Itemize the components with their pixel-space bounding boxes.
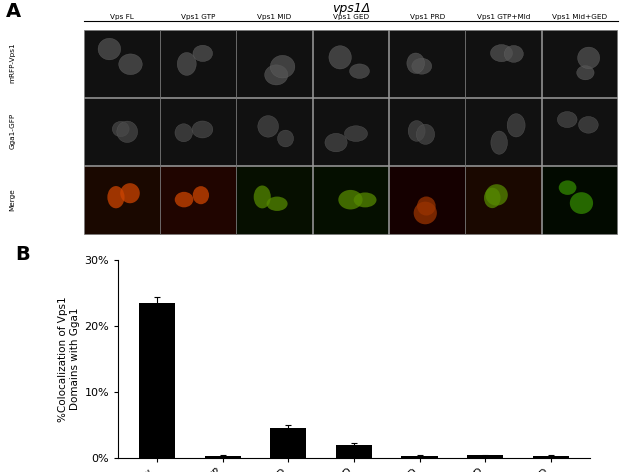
Ellipse shape (416, 124, 435, 144)
Ellipse shape (577, 66, 594, 80)
Text: Vps1 GTP+Mld: Vps1 GTP+Mld (477, 14, 530, 20)
Ellipse shape (507, 114, 525, 137)
Y-axis label: %Colocalization of Vps1
Domains with Gga1: %Colocalization of Vps1 Domains with Gga… (58, 296, 80, 421)
Text: Vps1 MID: Vps1 MID (258, 14, 292, 20)
Ellipse shape (408, 120, 425, 141)
Bar (389, 29, 465, 97)
Ellipse shape (579, 117, 598, 133)
Text: Gga1-GFP: Gga1-GFP (9, 113, 16, 149)
Ellipse shape (504, 45, 524, 62)
Text: Vps1 Mid+GED: Vps1 Mid+GED (552, 14, 607, 20)
Bar (533, 456, 569, 458)
Ellipse shape (254, 185, 271, 208)
Bar (313, 29, 388, 97)
Bar (313, 167, 388, 234)
Ellipse shape (417, 196, 436, 216)
Ellipse shape (192, 121, 213, 138)
Bar (542, 167, 617, 234)
Bar (336, 445, 372, 458)
Bar (313, 98, 388, 165)
Ellipse shape (120, 183, 140, 203)
Ellipse shape (112, 121, 129, 137)
Ellipse shape (325, 133, 347, 152)
Ellipse shape (354, 193, 376, 207)
Bar (237, 167, 312, 234)
Text: vps1Δ: vps1Δ (332, 2, 370, 16)
Bar (542, 98, 617, 165)
Bar (237, 98, 312, 165)
Bar (542, 29, 617, 97)
Ellipse shape (177, 52, 196, 76)
Ellipse shape (258, 116, 279, 137)
Bar (160, 98, 236, 165)
Text: mRFP-Vps1: mRFP-Vps1 (9, 42, 16, 83)
Ellipse shape (559, 180, 576, 195)
Ellipse shape (414, 202, 437, 224)
Ellipse shape (278, 130, 294, 147)
Ellipse shape (578, 47, 600, 68)
Ellipse shape (345, 126, 368, 142)
Ellipse shape (270, 55, 295, 78)
Bar (84, 167, 160, 234)
Bar (465, 167, 541, 234)
Bar (402, 456, 438, 458)
Bar (160, 167, 236, 234)
Bar (465, 29, 541, 97)
Text: Vps1 PRD: Vps1 PRD (409, 14, 445, 20)
Ellipse shape (193, 45, 212, 61)
Bar (467, 455, 503, 458)
Ellipse shape (491, 131, 507, 154)
Text: B: B (16, 245, 30, 264)
Bar (84, 98, 160, 165)
Bar (160, 29, 236, 97)
Ellipse shape (407, 53, 425, 74)
Ellipse shape (193, 186, 209, 204)
Ellipse shape (107, 186, 125, 208)
Ellipse shape (119, 54, 142, 75)
Ellipse shape (265, 65, 288, 85)
Ellipse shape (570, 192, 593, 214)
Bar (389, 98, 465, 165)
Bar (84, 29, 160, 97)
Bar (465, 98, 541, 165)
Text: Vps1 GED: Vps1 GED (333, 14, 369, 20)
Ellipse shape (329, 46, 351, 69)
Bar (389, 167, 465, 234)
Ellipse shape (491, 44, 512, 62)
Ellipse shape (266, 196, 288, 211)
Ellipse shape (338, 190, 363, 210)
Bar (270, 428, 306, 458)
Ellipse shape (484, 188, 501, 208)
Ellipse shape (175, 124, 193, 142)
Ellipse shape (486, 184, 508, 206)
Ellipse shape (98, 38, 120, 60)
Bar (139, 303, 175, 458)
Ellipse shape (350, 64, 369, 78)
Ellipse shape (412, 58, 432, 74)
Text: Vps1 GTP: Vps1 GTP (181, 14, 215, 20)
Text: Vps FL: Vps FL (110, 14, 134, 20)
Ellipse shape (557, 111, 577, 127)
Text: A: A (6, 2, 21, 21)
Text: Merge: Merge (9, 188, 16, 211)
Bar (205, 456, 241, 458)
Ellipse shape (117, 121, 138, 143)
Bar (237, 29, 312, 97)
Ellipse shape (175, 192, 193, 207)
